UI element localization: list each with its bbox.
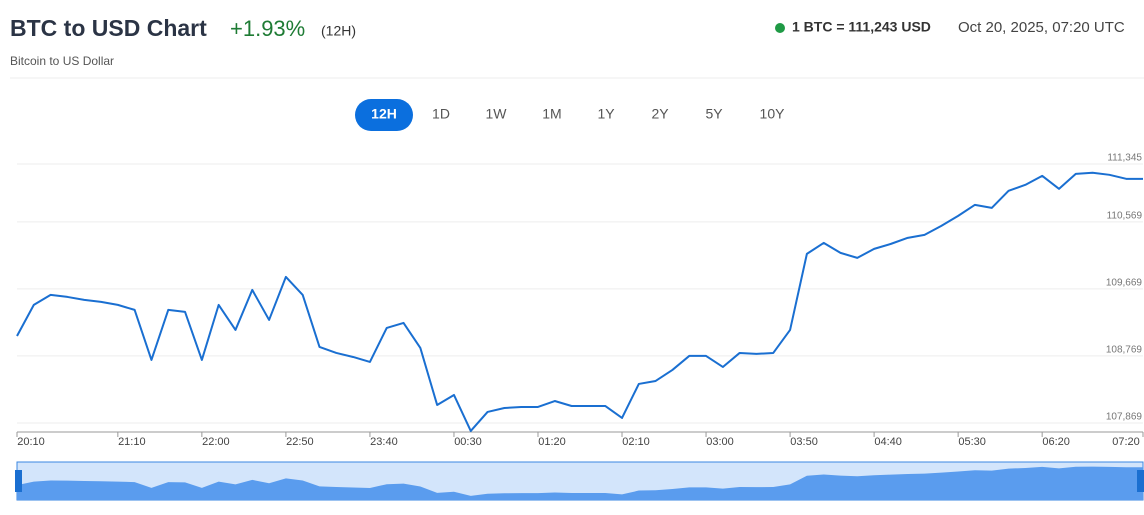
y-tick-label: 110,569 [1107, 210, 1143, 221]
x-tick-label: 21:10 [118, 436, 146, 448]
change: +1.93% [230, 16, 305, 41]
x-tick-label: 02:10 [622, 436, 650, 448]
navigator-area [17, 466, 1143, 500]
y-tick-label: 109,669 [1106, 278, 1143, 289]
x-tick-label: 00:30 [454, 436, 482, 448]
x-tick-label: 22:00 [202, 436, 230, 448]
x-tick-label: 01:20 [538, 436, 566, 448]
price-line [16, 171, 1143, 432]
subtitle: Bitcoin to US Dollar [10, 54, 114, 68]
x-tick-label: 07:20 [1112, 436, 1140, 448]
y-tick-label: 107,869 [1106, 412, 1143, 423]
x-tick-label: 20:10 [17, 436, 45, 448]
live-dot [775, 23, 785, 33]
range-button-label[interactable]: 1M [542, 106, 561, 122]
range-button-label[interactable]: 2Y [651, 106, 669, 122]
range-button-label[interactable]: 10Y [760, 106, 786, 122]
x-tick-label: 03:00 [706, 436, 734, 448]
navigator-handle[interactable] [1137, 470, 1144, 492]
period: (12H) [321, 23, 356, 39]
range-button[interactable] [355, 99, 413, 131]
y-tick-label: 111,345 [1107, 153, 1142, 164]
rate: 1 BTC = 111,243 USD [792, 19, 931, 35]
range-button-label[interactable]: 1W [486, 106, 508, 122]
x-tick-label: 03:50 [790, 436, 818, 448]
x-tick-label: 05:30 [958, 436, 986, 448]
x-tick-label: 06:20 [1042, 436, 1070, 448]
x-tick-label: 22:50 [286, 436, 314, 448]
range-button-label[interactable]: 5Y [705, 106, 723, 122]
navigator-handle[interactable] [15, 470, 22, 492]
y-tick-label: 108,769 [1106, 345, 1143, 356]
range-button-label[interactable]: 1D [432, 106, 450, 122]
x-tick-label: 04:40 [874, 436, 902, 448]
x-tick-label: 23:40 [370, 436, 398, 448]
range-button-label[interactable]: 1Y [597, 106, 615, 122]
range-button-label[interactable]: 12H [371, 106, 397, 122]
timestamp: Oct 20, 2025, 07:20 UTC [958, 19, 1125, 36]
title: BTC to USD Chart [10, 15, 207, 41]
